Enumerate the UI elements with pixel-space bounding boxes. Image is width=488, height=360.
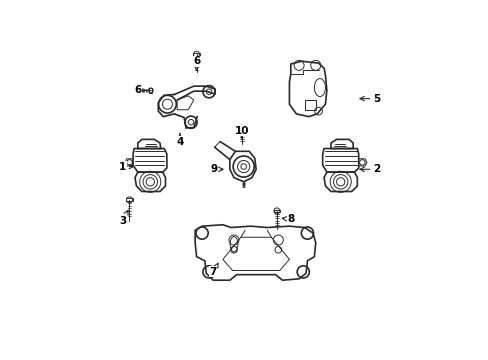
Bar — [126, 198, 133, 201]
Bar — [149, 87, 152, 93]
Text: 6: 6 — [135, 85, 145, 95]
Bar — [193, 53, 200, 56]
Text: 2: 2 — [359, 164, 380, 174]
Text: 10: 10 — [234, 126, 248, 139]
Bar — [238, 127, 244, 130]
Text: 1: 1 — [119, 162, 133, 172]
Bar — [273, 210, 280, 212]
Text: 4: 4 — [176, 133, 183, 147]
Text: 8: 8 — [282, 214, 294, 224]
Text: 6: 6 — [193, 56, 200, 70]
Text: 9: 9 — [210, 164, 223, 174]
Text: 5: 5 — [359, 94, 380, 104]
Text: 3: 3 — [119, 210, 128, 226]
Text: 7: 7 — [209, 263, 218, 277]
